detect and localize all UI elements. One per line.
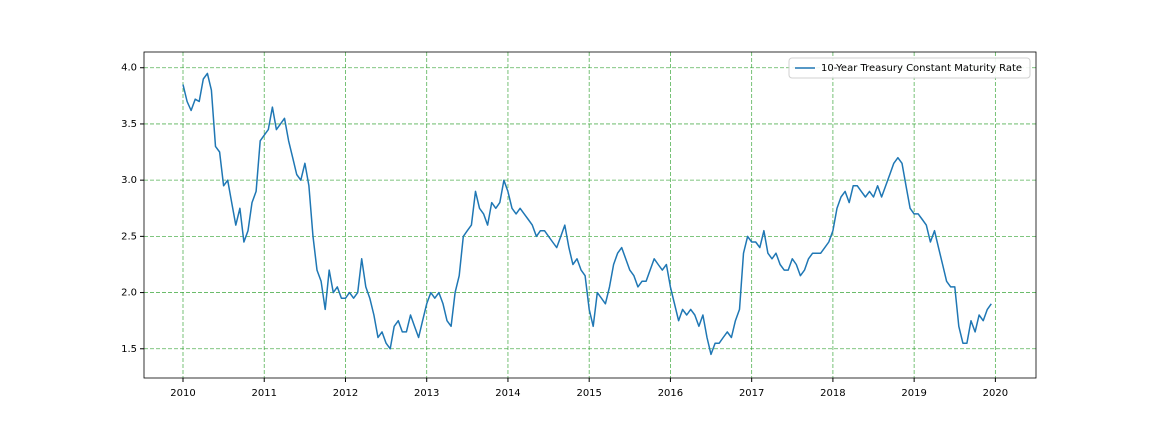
x-tick-label: 2016: [658, 388, 683, 399]
x-tick-label: 2018: [820, 388, 845, 399]
y-tick-label: 3.5: [121, 119, 137, 130]
x-tick-label: 2013: [414, 388, 439, 399]
y-tick-label: 1.5: [121, 344, 137, 355]
x-tick-label: 2011: [252, 388, 277, 399]
x-tick-label: 2010: [170, 388, 195, 399]
series-line: [182, 72, 992, 356]
x-tick-label: 2017: [739, 388, 764, 399]
y-tick-label: 2.5: [121, 231, 137, 242]
y-tick-label: 2.0: [121, 288, 137, 299]
legend-label: 10-Year Treasury Constant Maturity Rate: [821, 63, 1022, 74]
x-tick-label: 2014: [495, 388, 520, 399]
legend-box: [788, 57, 1031, 79]
x-tick-label: 2019: [901, 388, 926, 399]
x-tick-label: 2012: [333, 388, 358, 399]
x-tick-label: 2015: [576, 388, 601, 399]
plot-frame: [143, 51, 1037, 379]
y-tick-label: 3.0: [121, 175, 137, 186]
x-tick-label: 2020: [983, 388, 1008, 399]
y-tick-label: 4.0: [121, 63, 137, 74]
